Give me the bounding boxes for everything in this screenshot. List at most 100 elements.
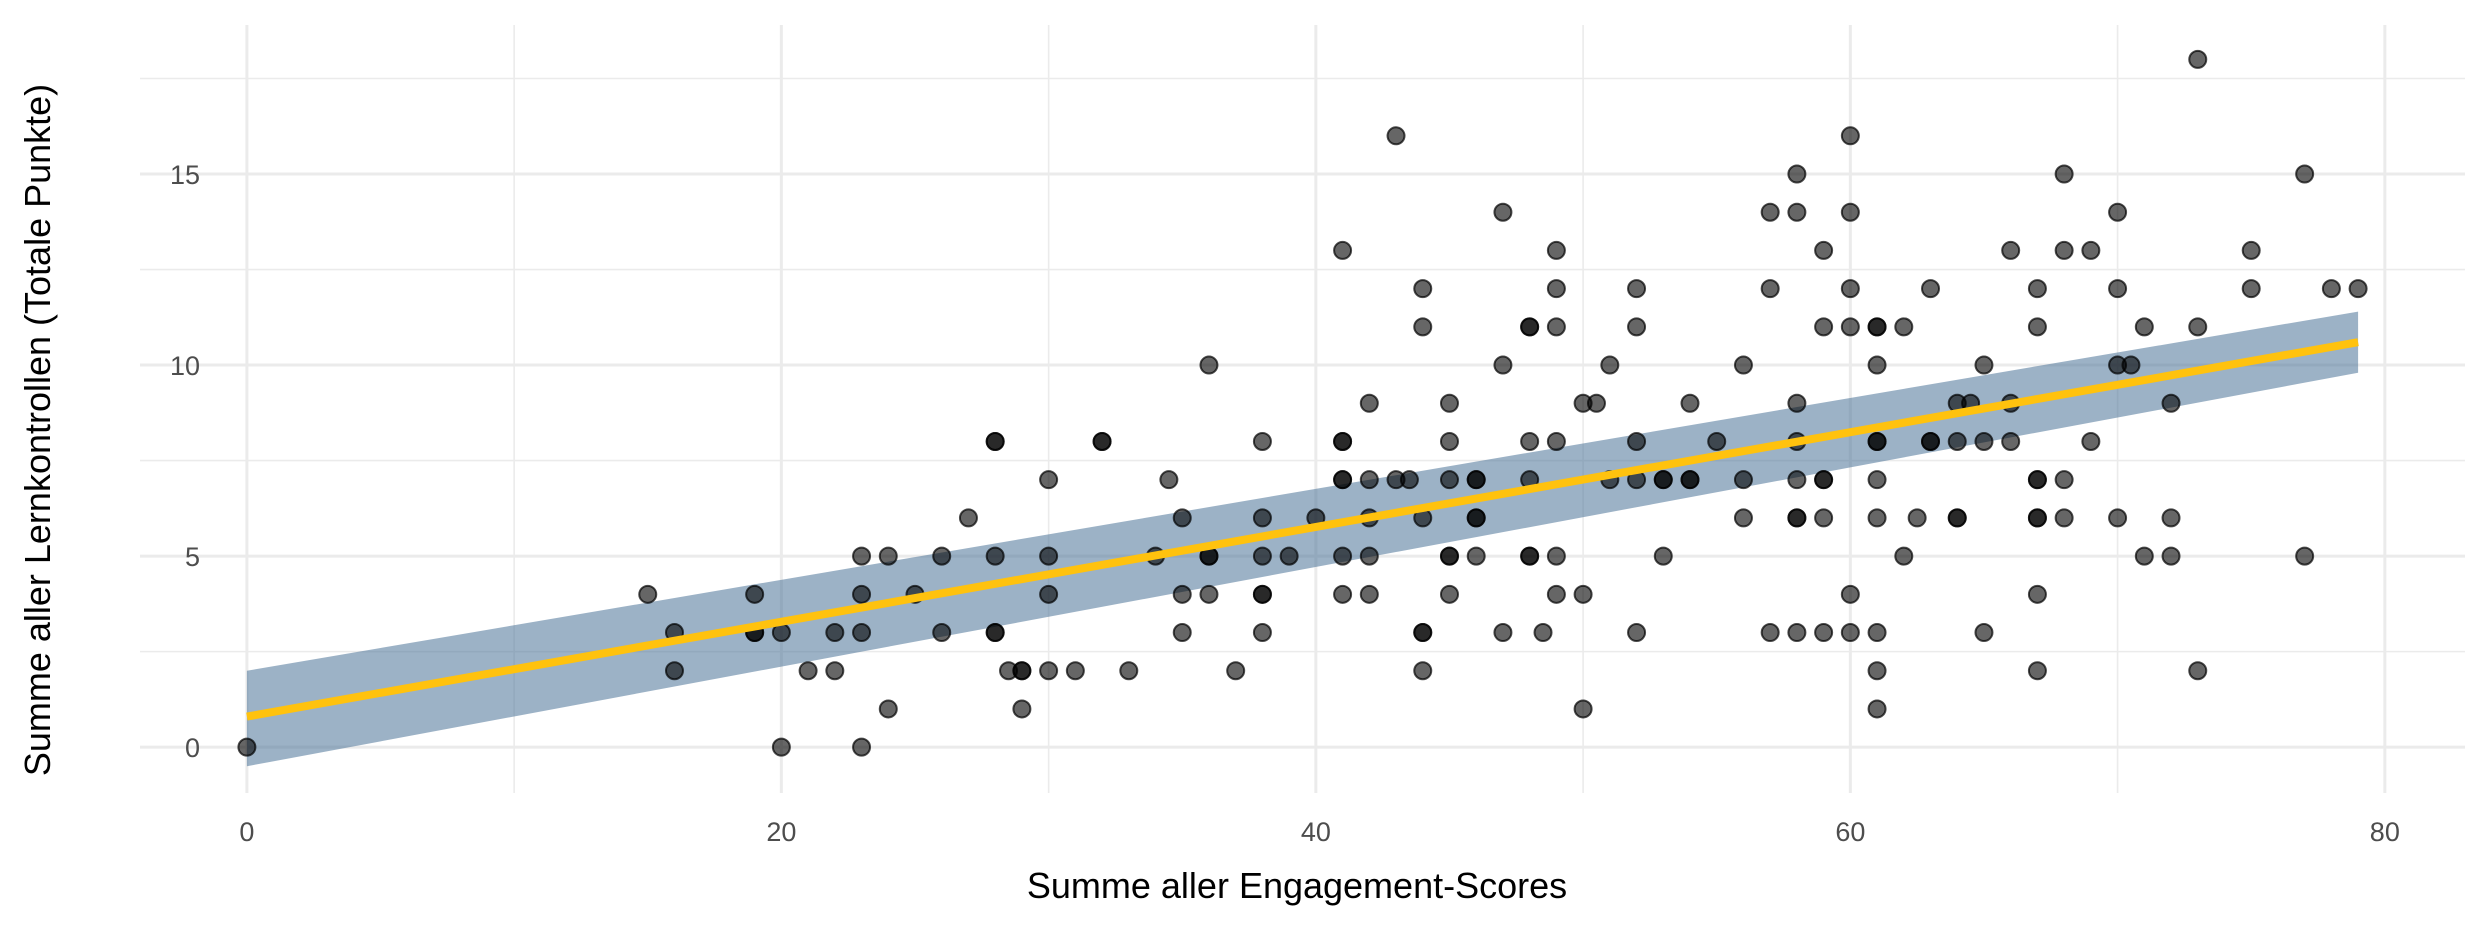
data-point: [1012, 661, 1032, 681]
data-point: [2295, 164, 2315, 184]
data-point: [798, 661, 818, 681]
data-point: [2027, 584, 2047, 604]
data-point: [1413, 279, 1433, 299]
data-point: [1787, 623, 1807, 643]
data-point: [2081, 240, 2101, 260]
data-point: [1252, 584, 1272, 604]
data-point: [1039, 546, 1059, 566]
data-point: [932, 623, 952, 643]
data-point: [1333, 240, 1353, 260]
data-point: [1466, 546, 1486, 566]
data-point: [1867, 699, 1887, 719]
data-point: [1840, 202, 1860, 222]
data-point: [1546, 546, 1566, 566]
y-axis-title: Summe aller Lernkontrollen (Totale Punkt…: [17, 84, 58, 776]
data-point: [2161, 546, 2181, 566]
data-point: [1386, 126, 1406, 146]
data-point: [1921, 431, 1941, 451]
data-point: [2161, 393, 2181, 413]
data-point: [932, 546, 952, 566]
data-point: [1653, 546, 1673, 566]
data-point: [2295, 546, 2315, 566]
data-point: [852, 737, 872, 757]
data-point: [2054, 470, 2074, 490]
data-point: [1653, 470, 1673, 490]
x-axis-title: Summe aller Engagement-Scores: [1027, 865, 1567, 906]
data-point: [1039, 470, 1059, 490]
data-point: [1333, 470, 1353, 490]
data-point: [1172, 623, 1192, 643]
data-point: [1840, 126, 1860, 146]
data-point: [1840, 623, 1860, 643]
regression-line: [246, 338, 2359, 721]
y-tick-label: 0: [185, 733, 200, 763]
data-point: [1252, 431, 1272, 451]
data-point: [1814, 240, 1834, 260]
data-point: [878, 546, 898, 566]
data-point: [745, 584, 765, 604]
data-point: [1252, 508, 1272, 528]
data-point: [237, 737, 257, 757]
data-point: [985, 546, 1005, 566]
data-point: [985, 623, 1005, 643]
data-point: [1947, 508, 1967, 528]
data-point: [2161, 508, 2181, 528]
data-point: [1760, 202, 1780, 222]
data-point: [1680, 470, 1700, 490]
data-point: [1840, 584, 1860, 604]
data-point: [1399, 470, 1419, 490]
data-point: [1199, 355, 1219, 375]
data-point: [1787, 508, 1807, 528]
data-point: [2348, 279, 2368, 299]
data-point: [2027, 279, 2047, 299]
data-point: [1039, 584, 1059, 604]
data-point: [1733, 470, 1753, 490]
data-point: [2321, 279, 2341, 299]
data-point: [1867, 508, 1887, 528]
data-point: [1520, 546, 1540, 566]
data-point: [1787, 164, 1807, 184]
data-point: [771, 737, 791, 757]
data-point: [1760, 279, 1780, 299]
data-point: [1439, 470, 1459, 490]
data-point: [1520, 317, 1540, 337]
data-point: [1680, 393, 1700, 413]
data-point: [1252, 546, 1272, 566]
data-point: [825, 623, 845, 643]
data-point: [1333, 546, 1353, 566]
data-point: [2188, 661, 2208, 681]
data-point: [1546, 317, 1566, 337]
data-point: [1627, 623, 1647, 643]
data-point: [1466, 470, 1486, 490]
data-point: [1493, 202, 1513, 222]
data-point: [1627, 317, 1647, 337]
data-point: [1814, 470, 1834, 490]
fit-line-layer: [246, 338, 2359, 721]
data-point: [1760, 623, 1780, 643]
data-point: [2241, 279, 2261, 299]
data-point: [1279, 546, 1299, 566]
data-point: [1787, 202, 1807, 222]
data-point: [1921, 279, 1941, 299]
data-point: [2241, 240, 2261, 260]
data-point: [2134, 317, 2154, 337]
data-point: [1974, 431, 1994, 451]
data-point: [1092, 431, 1112, 451]
data-point: [1252, 623, 1272, 643]
data-point: [1867, 431, 1887, 451]
data-point: [664, 661, 684, 681]
data-point: [2081, 431, 2101, 451]
x-tick-label: 40: [1301, 817, 1331, 847]
data-point: [1627, 279, 1647, 299]
data-point: [878, 699, 898, 719]
data-point: [852, 584, 872, 604]
data-point: [1012, 699, 1032, 719]
data-point: [2134, 546, 2154, 566]
data-point: [852, 546, 872, 566]
data-point: [1413, 661, 1433, 681]
data-point: [1065, 661, 1085, 681]
data-point: [1627, 431, 1647, 451]
data-point: [2027, 661, 2047, 681]
data-point: [2001, 240, 2021, 260]
data-point: [1546, 240, 1566, 260]
